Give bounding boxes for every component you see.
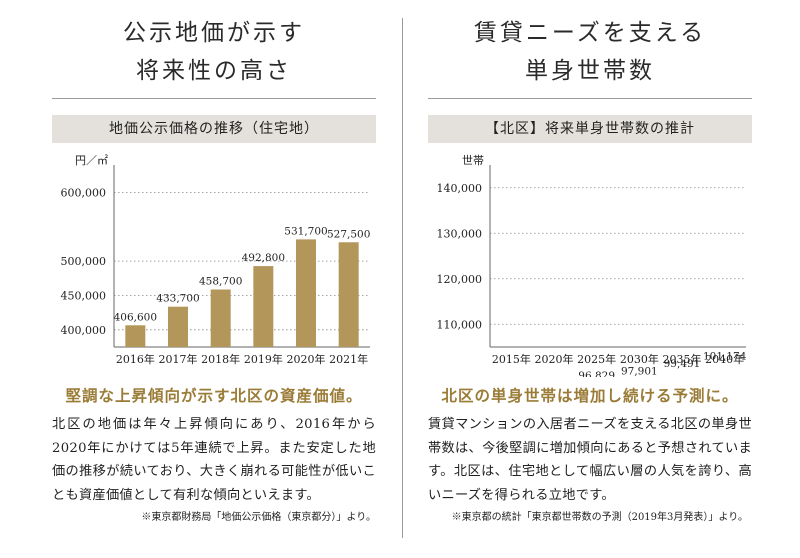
land-price-body: 北区の地価は年々上昇傾向にあり、2016年から2020年にかけては5年連続で上昇… bbox=[52, 417, 376, 503]
land-price-bar bbox=[210, 289, 231, 347]
land-price-source: ※東京都財務局「地価公示価格（東京都分）」より。 bbox=[141, 512, 376, 523]
household-ytick-label: 110,000 bbox=[437, 318, 483, 331]
household-category-label: 2015年 bbox=[492, 352, 531, 366]
land-price-category-label: 2017年 bbox=[159, 352, 198, 366]
household-category-label: 2025年 bbox=[577, 352, 616, 366]
land-price-value-label: 527,500 bbox=[327, 228, 370, 240]
household-body: 賃貸マンションの入居者ニーズを支える北区の単身世帯数は、今後堅調に増加傾向にある… bbox=[428, 417, 752, 503]
land-price-ytick-label: 500,000 bbox=[61, 255, 107, 268]
household-value-label: 99,491 bbox=[664, 358, 701, 370]
land-price-value-label: 458,700 bbox=[199, 276, 242, 288]
land-price-bar bbox=[125, 325, 146, 347]
land-price-bar bbox=[253, 266, 274, 347]
land-price-value-label: 433,700 bbox=[156, 293, 199, 305]
land-price-category-label: 2020年 bbox=[287, 352, 326, 366]
land-price-bar bbox=[168, 306, 188, 347]
household-subhead: 【北区】将来単身世帯数の推計 bbox=[428, 115, 752, 143]
household-source: ※東京都の統計「東京都世帯数の予測（2019年3月発表）」より。 bbox=[451, 512, 748, 523]
household-ytick-label: 120,000 bbox=[437, 273, 483, 286]
land-price-panel: 公示地価が示す 将来性の高さ 地価公示価格の推移（住宅地） 円／㎡ 400,000… bbox=[52, 0, 376, 523]
household-chart: 世帯110,000120,000130,000140,00090,0612015… bbox=[437, 154, 747, 377]
land-price-subhead: 地価公示価格の推移（住宅地） bbox=[52, 115, 376, 143]
land-price-ytick-label: 450,000 bbox=[61, 289, 107, 302]
household-headline: 賃貸ニーズを支える 単身世帯数 bbox=[428, 0, 752, 92]
household-panel: 賃貸ニーズを支える 単身世帯数 【北区】将来単身世帯数の推計 世帯 110,000… bbox=[428, 0, 752, 523]
household-category-label: 2020年 bbox=[535, 352, 574, 366]
land-price-bar bbox=[296, 239, 316, 347]
headline-line-1: 公示地価が示す bbox=[123, 20, 305, 46]
household-ytick-label: 130,000 bbox=[437, 227, 483, 240]
land-price-headline: 公示地価が示す 将来性の高さ bbox=[52, 0, 376, 92]
household-value-label: 97,901 bbox=[621, 365, 658, 377]
headline-line-2: 単身世帯数 bbox=[525, 58, 655, 84]
land-price-ytick-label: 600,000 bbox=[61, 186, 107, 199]
land-price-category-label: 2019年 bbox=[244, 352, 283, 366]
land-price-category-label: 2016年 bbox=[116, 352, 155, 366]
land-price-category-label: 2021年 bbox=[329, 352, 368, 366]
land-price-bar bbox=[338, 242, 359, 347]
headline-rule bbox=[428, 98, 752, 99]
land-price-ytick-label: 400,000 bbox=[61, 324, 107, 337]
household-tagline: 北区の単身世帯は増加し続ける予測に。 bbox=[441, 386, 739, 405]
land-price-value-label: 492,800 bbox=[242, 252, 285, 264]
household-category-label: 2030年 bbox=[620, 352, 659, 366]
headline-line-2: 将来性の高さ bbox=[136, 58, 292, 84]
land-price-category-label: 2018年 bbox=[201, 352, 240, 366]
household-ytick-label: 140,000 bbox=[437, 182, 483, 195]
headline-line-1: 賃貸ニーズを支える bbox=[473, 20, 707, 46]
household-value-label: 96,829 bbox=[578, 370, 615, 377]
land-price-value-label: 531,700 bbox=[284, 225, 327, 237]
headline-rule bbox=[52, 98, 376, 99]
land-price-value-label: 406,600 bbox=[114, 311, 157, 323]
household-value-label: 101,174 bbox=[703, 350, 747, 362]
household-category-label: 2040年 bbox=[705, 352, 744, 366]
land-price-chart: 円／㎡ 400,000 450,000 500,000 600,000 406,600 20… bbox=[61, 154, 371, 366]
household-category-label: 2035年 bbox=[663, 352, 702, 366]
household-unit-label: 世帯 bbox=[462, 154, 484, 167]
land-price-tagline: 堅調な上昇傾向が示す北区の資産価値。 bbox=[65, 386, 363, 405]
land-price-unit-label: 円／㎡ bbox=[75, 154, 108, 167]
center-divider bbox=[402, 18, 403, 538]
